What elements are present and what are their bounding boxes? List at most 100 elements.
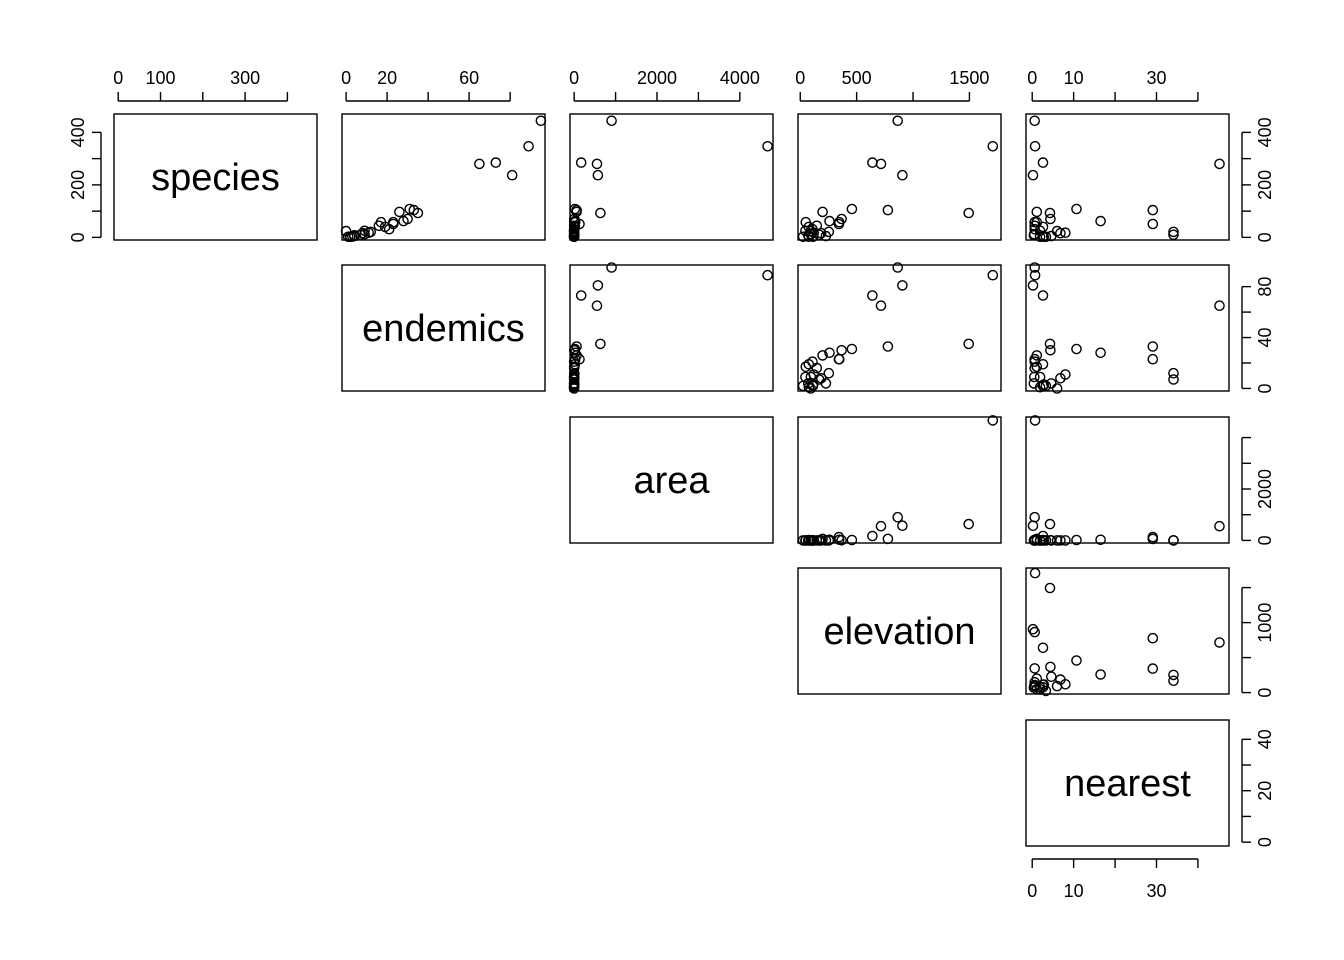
tick-label: 1000 — [1255, 603, 1275, 643]
tick-label: 60 — [459, 68, 479, 88]
data-point — [1029, 228, 1040, 240]
data-point — [846, 203, 858, 215]
data-point — [355, 229, 366, 241]
data-point — [1029, 680, 1040, 692]
data-point — [1029, 663, 1040, 674]
tick-label: 0 — [1255, 535, 1275, 545]
tick-label: 0 — [1027, 881, 1037, 901]
panel-area-vs-nearest — [1025, 415, 1230, 546]
variable-label-endemics: endemics — [362, 308, 525, 350]
data-point — [867, 157, 878, 168]
data-point — [1044, 207, 1056, 219]
data-point — [1147, 341, 1159, 352]
data-point — [963, 338, 975, 350]
data-point — [846, 343, 858, 355]
data-point — [1031, 361, 1043, 373]
data-point — [506, 169, 518, 181]
data-point — [568, 372, 580, 384]
data-point — [365, 226, 377, 238]
data-point — [575, 290, 587, 301]
data-point — [1045, 213, 1056, 225]
data-point — [1071, 534, 1082, 546]
data-point — [1168, 229, 1179, 241]
data-point — [833, 353, 845, 365]
right-axis-elevation: 0 1000 — [1241, 586, 1275, 698]
data-point — [805, 535, 817, 546]
top-axis-elevation: 0 500 1500 — [795, 68, 989, 102]
data-point — [805, 383, 817, 394]
data-point — [1055, 674, 1066, 685]
tick-label: 20 — [377, 68, 397, 88]
data-point — [892, 115, 904, 127]
data-point — [1168, 669, 1179, 681]
data-point — [398, 215, 409, 227]
data-point — [568, 362, 580, 374]
data-point — [1040, 685, 1052, 697]
data-point — [823, 367, 835, 379]
tick-label: 40 — [1255, 328, 1275, 348]
data-point — [963, 518, 975, 530]
tick-label: 2000 — [1255, 469, 1275, 509]
data-point — [1055, 535, 1066, 546]
tick-label: 400 — [1255, 117, 1275, 147]
data-point — [797, 535, 809, 546]
data-point — [833, 218, 845, 230]
data-point — [344, 231, 356, 243]
data-point — [1071, 655, 1082, 666]
data-point — [575, 157, 587, 168]
data-point — [1029, 140, 1041, 152]
data-point — [836, 344, 847, 356]
data-point — [1029, 535, 1040, 546]
tick-label: 0 — [1027, 68, 1037, 88]
top-axis-area: 0 2000 4000 — [569, 68, 760, 102]
right-axis-species: 0 200 400 — [1241, 117, 1275, 242]
bottom-axis-nearest: 0 10 30 — [1027, 858, 1199, 901]
data-point — [867, 530, 878, 542]
data-point — [1051, 383, 1063, 394]
tick-label: 30 — [1146, 881, 1166, 901]
tick-label: 4000 — [720, 68, 760, 88]
data-point — [817, 206, 828, 218]
tick-label: 80 — [1255, 277, 1275, 297]
panel-frame — [569, 416, 774, 544]
data-point — [897, 520, 908, 532]
panel-species-vs-elevation — [797, 113, 1002, 243]
data-point — [1029, 415, 1041, 426]
data-point — [1095, 215, 1106, 227]
right-axis-endemics: 0 40 80 — [1241, 277, 1275, 393]
data-point — [846, 534, 858, 546]
panel-frame — [1025, 719, 1230, 847]
data-point — [762, 140, 773, 152]
data-point — [490, 157, 502, 168]
data-point — [1029, 269, 1041, 281]
data-point — [1060, 535, 1071, 546]
data-point — [817, 350, 828, 361]
data-point — [1147, 533, 1159, 545]
data-point — [1044, 338, 1056, 350]
panel-area-vs-area: area — [569, 416, 774, 544]
right-axis-area: 0 2000 — [1241, 436, 1275, 545]
data-point — [897, 169, 908, 181]
data-point — [1168, 374, 1179, 385]
data-point — [987, 415, 999, 426]
data-point — [606, 262, 617, 273]
data-point — [1147, 632, 1159, 644]
tick-label: 0 — [1255, 232, 1275, 242]
data-point — [1071, 203, 1082, 215]
tick-label: 40 — [1255, 729, 1275, 749]
data-point — [1029, 220, 1040, 232]
data-point — [404, 203, 416, 215]
data-point — [1214, 300, 1225, 312]
panel-frame — [569, 113, 774, 241]
data-point — [1055, 372, 1066, 384]
data-point — [1029, 677, 1040, 688]
panel-frame — [797, 567, 1002, 695]
panel-frame — [1025, 113, 1230, 241]
data-point — [1147, 353, 1159, 365]
data-point — [569, 203, 581, 215]
data-point — [797, 231, 809, 243]
data-point — [882, 533, 894, 545]
tick-label: 0 — [1255, 837, 1275, 847]
data-point — [1027, 623, 1039, 635]
panel-frame — [797, 264, 1002, 392]
